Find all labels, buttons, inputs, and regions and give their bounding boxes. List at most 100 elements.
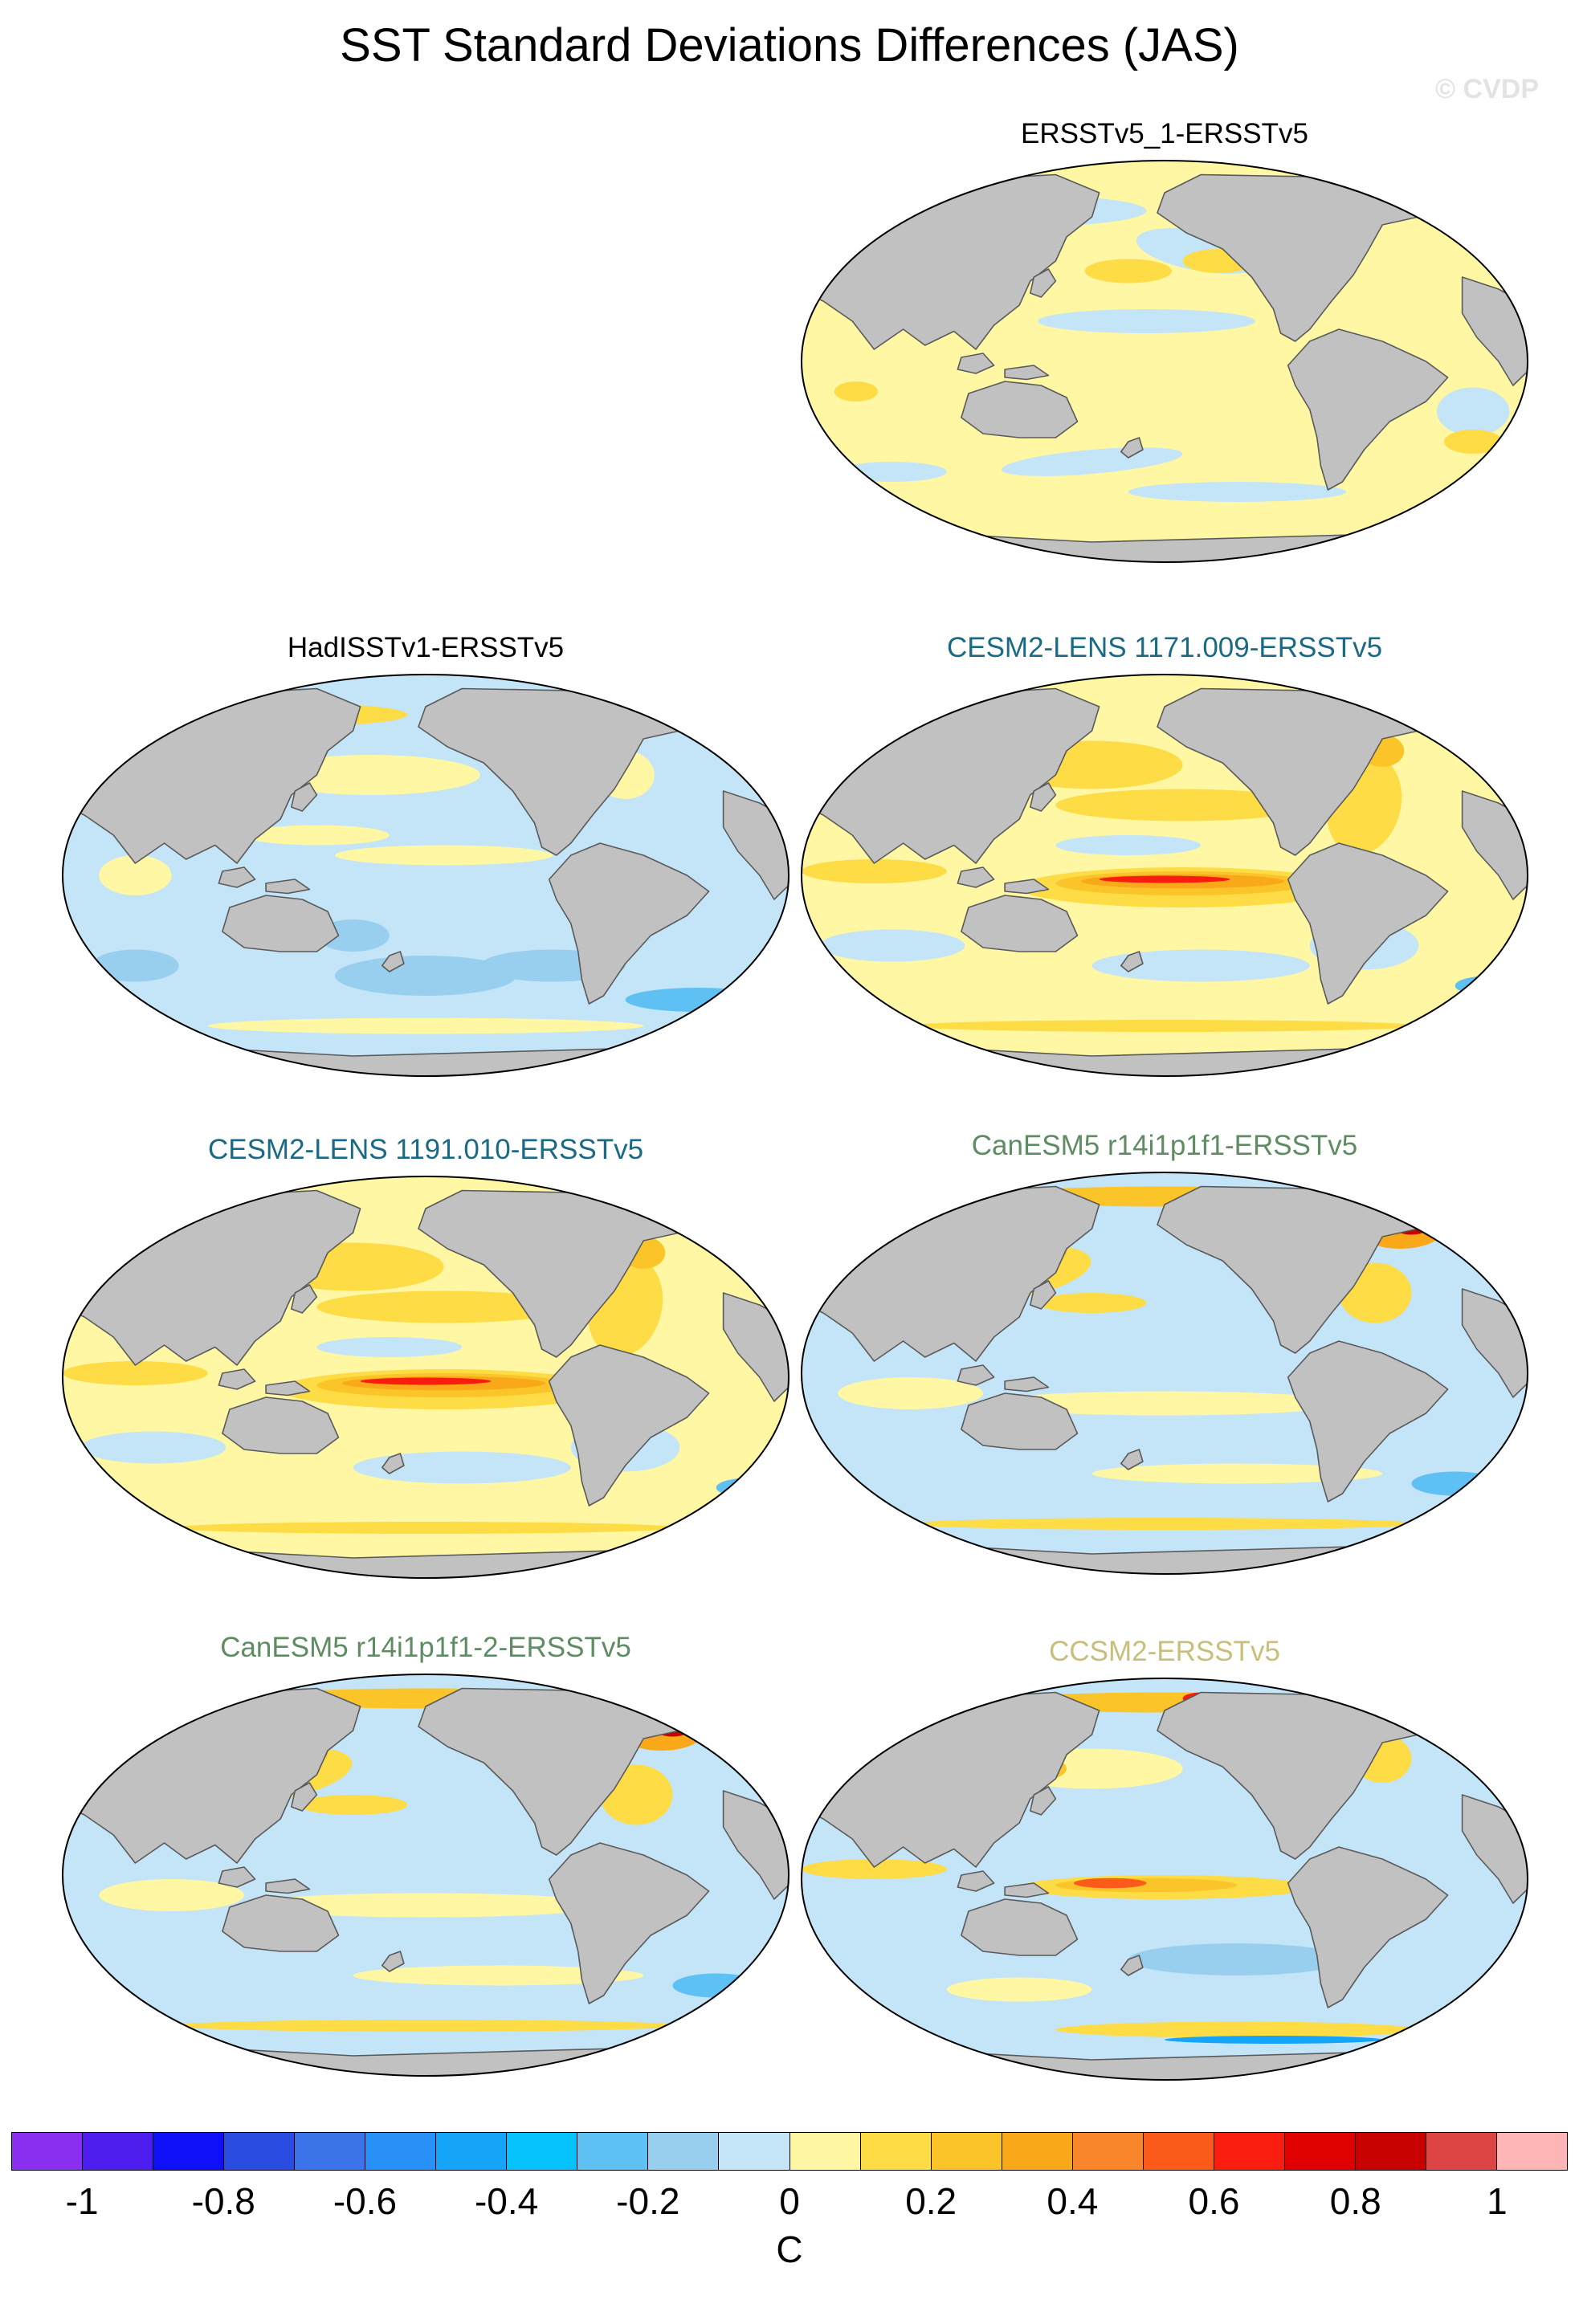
panel-title: CESM2-LENS 1191.010-ERSSTv5 — [207, 1134, 644, 1165]
greenland-land — [693, 1690, 761, 1743]
anomaly-patch — [244, 825, 390, 846]
anomaly-patch — [672, 1973, 760, 1998]
new-zealand-land — [1120, 437, 1144, 459]
panel-title: CanESM5 r14i1p1f1-ERSSTv5 — [971, 1130, 1358, 1161]
australia-land — [961, 895, 1079, 952]
anomaly-patch — [244, 1893, 607, 1918]
new-zealand-land — [381, 1951, 405, 1972]
globe-outline — [801, 1678, 1528, 2081]
panel-title: HadISSTv1-ERSSTv5 — [287, 632, 565, 663]
colorbar-tick-label: 0.2 — [905, 2180, 957, 2222]
colorbar-box — [1072, 2133, 1144, 2170]
anomaly-patch — [360, 1377, 492, 1385]
japan-land — [291, 1284, 318, 1314]
colorbar-box — [83, 2133, 154, 2170]
anomaly-patch — [1437, 387, 1510, 436]
anomaly-patch — [353, 1965, 644, 1986]
new-zealand-land — [381, 1453, 405, 1474]
page-title: SST Standard Deviations Differences (JAS… — [340, 19, 1239, 71]
anomaly-patch — [171, 1522, 680, 1534]
colorbar-units: C — [776, 2228, 803, 2270]
anomaly-patch — [802, 859, 947, 883]
anomaly-patch — [1128, 482, 1346, 502]
map-panel-4: CESM2-LENS 1191.010-ERSSTv5 — [56, 1132, 795, 1582]
new-guinea-land — [1004, 1882, 1050, 1898]
map-panel-3: CESM2-LENS 1171.009-ERSSTv5 — [795, 630, 1534, 1080]
colorbar-box — [12, 2133, 84, 2170]
anomaly-patch — [1055, 789, 1310, 822]
colorbar-box — [1355, 2133, 1426, 2170]
anomaly-patch — [1055, 835, 1202, 855]
globe-outline — [801, 1172, 1528, 1575]
anomaly-patch — [63, 1361, 208, 1385]
colorbar-tick-label: 1 — [1487, 2180, 1508, 2222]
world-map — [801, 674, 1528, 1077]
colorbar-box — [153, 2133, 225, 2170]
anomaly-patch — [335, 956, 516, 996]
australia-land — [222, 895, 340, 952]
colorbar-box — [365, 2133, 437, 2170]
anomaly-patch — [316, 1290, 571, 1323]
anomaly-patch — [1037, 1293, 1147, 1313]
anomaly-patch — [1037, 309, 1255, 333]
new-guinea-land — [265, 879, 311, 895]
map-panel-5: CanESM5 r14i1p1f1-ERSSTv5 — [795, 1128, 1534, 1578]
anomaly-patch — [910, 1518, 1419, 1530]
colorbar-box — [577, 2133, 649, 2170]
anomaly-patch — [1444, 430, 1503, 454]
colorbar-box — [224, 2133, 296, 2170]
south-america-land — [1287, 328, 1449, 491]
anomaly-patch — [983, 1391, 1346, 1416]
borneo-land — [957, 866, 995, 888]
borneo-land — [957, 1870, 995, 1892]
anomaly-patch — [1084, 259, 1172, 283]
globe-outline — [62, 1176, 790, 1579]
anomaly-patch — [80, 1431, 226, 1464]
australia-land — [961, 381, 1079, 438]
south-america-land — [548, 1842, 710, 2004]
borneo-land — [218, 866, 256, 888]
anomaly-patch — [1165, 2036, 1383, 2044]
japan-land — [1030, 1786, 1057, 1816]
japan-land — [291, 782, 318, 812]
new-zealand-land — [1120, 1449, 1144, 1470]
new-guinea-land — [1004, 879, 1050, 895]
colorbar-tick-label: 0 — [779, 2180, 800, 2222]
borneo-land — [957, 1364, 995, 1386]
map-panel-1: ERSSTv5_1-ERSSTv5 — [795, 116, 1534, 566]
colorbar-box — [790, 2133, 861, 2170]
anomaly-patch — [353, 1451, 571, 1484]
borneo-land — [218, 1368, 256, 1390]
world-map — [62, 1176, 790, 1579]
world-map — [801, 1678, 1528, 2081]
panel-title: CESM2-LENS 1171.009-ERSSTv5 — [946, 632, 1383, 663]
anomaly-patch — [1091, 1463, 1383, 1484]
globe-outline — [801, 674, 1528, 1077]
anomaly-patch — [99, 1879, 244, 1911]
new-guinea-land — [265, 1380, 311, 1396]
new-zealand-land — [1120, 951, 1144, 972]
greenland-land — [1432, 176, 1499, 230]
colorbar-box — [1284, 2133, 1356, 2170]
colorbar-tick-label: -0.4 — [474, 2180, 539, 2222]
colorbar-box — [436, 2133, 508, 2170]
anomaly-patch — [298, 1795, 408, 1815]
colorbar-box — [1426, 2133, 1497, 2170]
world-map — [801, 160, 1528, 563]
panel-title: ERSSTv5_1-ERSSTv5 — [1021, 118, 1308, 149]
colorbar-box — [931, 2133, 1002, 2170]
anomaly-patch — [802, 1859, 947, 1879]
anomaly-patch — [316, 1337, 463, 1357]
anomaly-patch — [99, 855, 172, 895]
borneo-land — [218, 1866, 256, 1888]
south-america-land — [1287, 1340, 1449, 1502]
colorbar-box — [860, 2133, 932, 2170]
colorbar-box — [1214, 2133, 1285, 2170]
colorbar: -1 -0.8 -0.6 -0.4 -0.2 0 0.2 0.4 0.6 0.8 1 C — [11, 2132, 1568, 2309]
greenland-land — [693, 1192, 761, 1246]
colorbar-box — [719, 2133, 790, 2170]
colorbar-tick-label: 0.4 — [1047, 2180, 1099, 2222]
south-america-land — [1287, 1846, 1449, 2008]
anomaly-patch — [1002, 447, 1183, 476]
greenland-land — [693, 690, 761, 744]
